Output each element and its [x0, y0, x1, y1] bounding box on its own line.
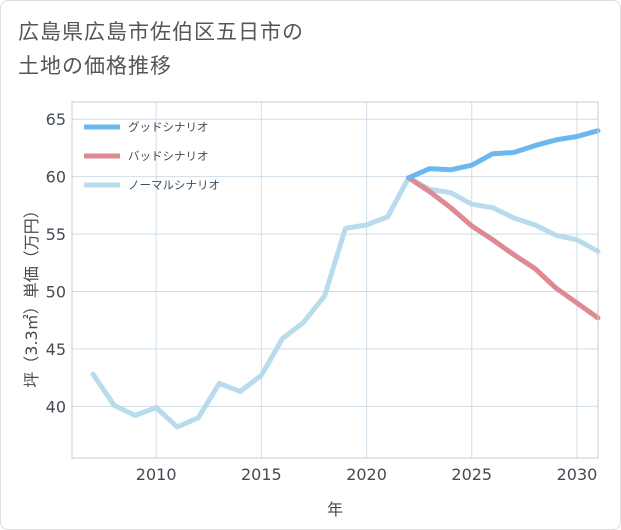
y-tick-label: 45: [46, 340, 66, 359]
series-line-bad: [406, 175, 601, 321]
y-tick-label: 50: [46, 282, 66, 301]
x-axis-label: 年: [327, 500, 343, 519]
x-tick-label: 2010: [136, 465, 177, 484]
series-line-good: [406, 128, 601, 181]
y-axis-label: 坪（3.3㎡）単価（万円）: [22, 202, 41, 387]
x-tick-label: 2020: [346, 465, 387, 484]
y-tick-label: 40: [46, 397, 66, 416]
series-lines: [90, 128, 601, 430]
x-axis-ticks: 2010 2015 2020 2025 2030: [136, 465, 598, 484]
legend-label-good: グッドシナリオ: [128, 120, 209, 134]
chart-title-line-1: 広島県広島市佐伯区五日市の: [18, 20, 304, 44]
y-tick-label: 60: [46, 168, 66, 187]
x-tick-label: 2025: [451, 465, 492, 484]
y-tick-label: 65: [46, 110, 66, 129]
x-tick-label: 2015: [241, 465, 282, 484]
chart-title-line-2: 土地の価格推移: [18, 54, 172, 78]
y-axis-ticks: 40 45 50 55 60 65: [46, 110, 66, 416]
legend-label-normal: ノーマルシナリオ: [128, 178, 220, 192]
x-tick-label: 2030: [557, 465, 598, 484]
plot-area-border: [71, 101, 599, 459]
series-line-normal: [90, 175, 601, 430]
legend-label-bad: バッドシナリオ: [128, 149, 209, 163]
y-tick-label: 55: [46, 225, 66, 244]
grid-lines: [72, 102, 598, 458]
chart-title: 広島県広島市佐伯区五日市の 土地の価格推移: [18, 15, 304, 83]
plot-area-background: [72, 102, 598, 458]
